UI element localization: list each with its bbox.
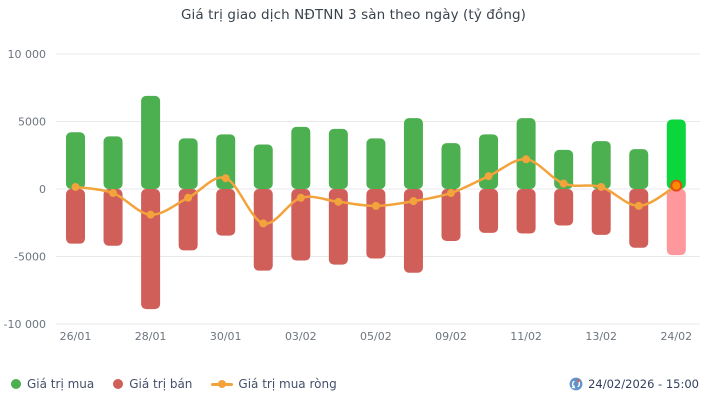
buy-bar[interactable] [216, 134, 236, 189]
legend-item-sell[interactable]: Giá trị bán [113, 377, 192, 391]
net-point[interactable] [334, 197, 343, 206]
buy-bar[interactable] [629, 149, 649, 189]
sell-bar[interactable] [516, 189, 536, 234]
net-point[interactable] [259, 219, 268, 228]
buy-bar[interactable] [141, 95, 161, 189]
y-axis-tick-label: 0 [39, 183, 46, 196]
legend-label-buy: Giá trị mua [27, 377, 95, 391]
chart-legend: Giá trị mua Giá trị bán Giá trị mua ròng [11, 377, 356, 391]
sell-bar[interactable] [403, 189, 423, 273]
net-point[interactable] [409, 197, 418, 206]
chart-canvas: 10 000 5000 0 -5000 -10 000 26/01 28/01 30/01 03… [4, 48, 700, 343]
sell-bar[interactable] [178, 189, 198, 251]
sell-bar[interactable] [554, 189, 574, 226]
x-axis-tick-label: 13/02 [585, 330, 617, 343]
legend-label-net: Giá trị mua ròng [238, 377, 337, 391]
net-point[interactable] [522, 155, 531, 164]
chart-title: Giá trị giao dịch NĐTNN 3 sàn theo ngày … [180, 7, 527, 23]
timestamp-text: 24/02/2026 - 15:00 [588, 377, 699, 391]
sell-bar[interactable] [141, 189, 161, 310]
x-axis-tick-label: 30/01 [210, 330, 242, 343]
net-point[interactable] [184, 193, 193, 202]
x-axis-tick-label: 24/02 [660, 330, 692, 343]
net-point[interactable] [371, 201, 380, 210]
buy-bar[interactable] [178, 138, 198, 189]
x-axis-tick-label: 09/02 [435, 330, 467, 343]
buy-bar[interactable] [591, 141, 611, 189]
chart-footer: Giá trị mua Giá trị bán Giá trị mua ròng… [0, 371, 707, 397]
x-axis-tick-label: 28/01 [135, 330, 167, 343]
sell-bar[interactable] [666, 189, 686, 256]
sell-bar[interactable] [66, 189, 85, 244]
net-point[interactable] [559, 179, 568, 188]
y-axis-tick-label: 10 000 [8, 48, 47, 61]
sell-bar[interactable] [629, 189, 649, 248]
buy-bar[interactable] [554, 149, 574, 189]
buy-bar[interactable] [403, 118, 423, 189]
buy-bar[interactable] [441, 143, 461, 189]
net-point[interactable] [146, 210, 155, 219]
net-point[interactable] [109, 189, 118, 198]
buy-bar[interactable] [328, 128, 348, 189]
net-point[interactable] [484, 172, 493, 181]
y-axis-tick-label: -5000 [14, 250, 46, 263]
buy-bar[interactable] [253, 144, 273, 189]
net-point[interactable] [447, 189, 455, 198]
x-axis-tick-label: 03/02 [285, 330, 317, 343]
net-point-last[interactable] [670, 179, 683, 192]
refresh-sync-icon[interactable] [569, 377, 583, 391]
y-axis-tick-label: -10 000 [4, 318, 46, 331]
sell-bar[interactable] [291, 189, 311, 261]
legend-item-buy[interactable]: Giá trị mua [11, 377, 94, 391]
buy-series-dot-icon [11, 379, 21, 389]
buy-bar[interactable] [103, 136, 123, 189]
buy-bar[interactable] [666, 119, 686, 189]
timestamp-group: 24/02/2026 - 15:00 [569, 377, 699, 391]
buy-bar[interactable] [516, 118, 536, 189]
buy-bar[interactable] [66, 132, 85, 189]
x-axis-tick-label: 11/02 [510, 330, 542, 343]
sell-series-dot-icon [113, 379, 124, 389]
net-point[interactable] [296, 193, 305, 202]
net-point[interactable] [71, 182, 80, 191]
sell-bar[interactable] [216, 189, 236, 236]
x-axis-tick-label: 05/02 [360, 330, 392, 343]
sell-bar[interactable] [366, 189, 386, 259]
sell-bar[interactable] [328, 189, 348, 265]
legend-item-net[interactable]: Giá trị mua ròng [211, 377, 337, 391]
buy-bar[interactable] [291, 126, 311, 189]
sell-bar[interactable] [591, 189, 611, 235]
x-axis-tick-label: 26/01 [60, 330, 92, 343]
buy-bar[interactable] [366, 138, 386, 189]
sell-bar[interactable] [253, 189, 273, 271]
sell-bar[interactable] [103, 189, 123, 246]
legend-label-sell: Giá trị bán [129, 377, 193, 391]
sell-bar[interactable] [479, 189, 499, 233]
sell-bar[interactable] [441, 189, 461, 241]
net-point[interactable] [597, 182, 606, 191]
net-point[interactable] [221, 174, 230, 183]
net-point[interactable] [634, 201, 643, 210]
net-series-line-dot-icon [211, 379, 234, 389]
y-axis-tick-label: 5000 [18, 115, 46, 128]
buy-bar[interactable] [479, 134, 499, 189]
